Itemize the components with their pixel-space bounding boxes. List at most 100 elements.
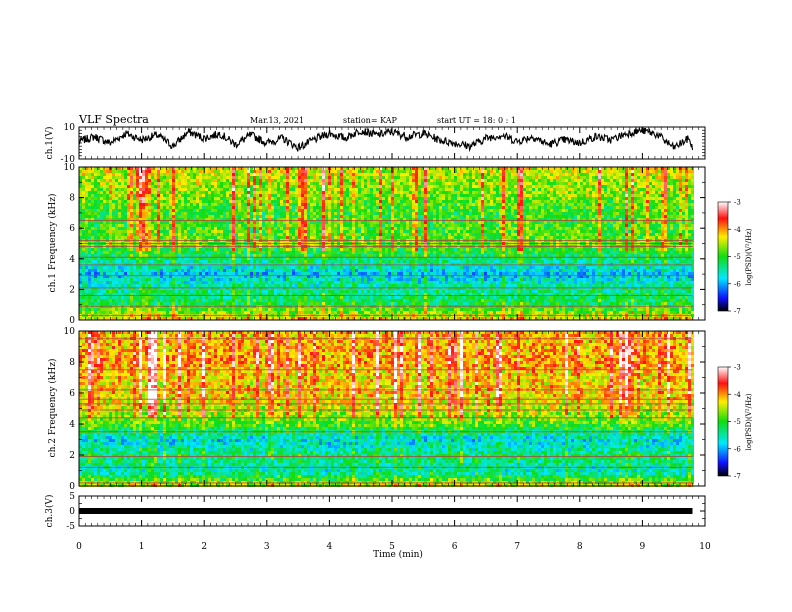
spectrogram-cell: [496, 209, 499, 212]
spectrogram-cell: [271, 206, 274, 209]
spectrogram-cell: [331, 197, 334, 200]
spectrogram-cell: [571, 200, 574, 203]
spectrogram-cell: [253, 209, 256, 212]
spectrogram-cell: [334, 176, 337, 179]
spectrogram-cell: [403, 212, 406, 215]
spectrogram-cell: [424, 227, 427, 230]
spectrogram-cell: [646, 200, 649, 203]
spectrogram-cell: [85, 209, 88, 212]
spectrogram-cell: [409, 173, 412, 176]
spectrogram-cell: [181, 230, 184, 233]
spectrogram-cell: [295, 200, 298, 203]
spectrogram-cell: [640, 194, 643, 197]
spectrogram-cell: [451, 167, 454, 170]
spectrogram-cell: [517, 179, 520, 182]
spectrogram-cell: [502, 185, 505, 188]
spectrogram-cell: [247, 218, 250, 221]
spectrogram-cell: [148, 236, 151, 239]
spectrogram-cell: [637, 209, 640, 212]
spectrogram-cell: [412, 191, 415, 194]
spectrogram-cell: [577, 170, 580, 173]
spectrogram-cell: [121, 167, 124, 170]
spectrogram-cell: [157, 230, 160, 233]
spectrogram-cell: [625, 191, 628, 194]
spectrogram-cell: [556, 203, 559, 206]
spectrogram-cell: [604, 179, 607, 182]
spectrogram-cell: [472, 236, 475, 239]
spectrogram-cell: [652, 176, 655, 179]
spectrogram-cell: [508, 230, 511, 233]
spectrogram-cell: [229, 200, 232, 203]
spectrogram-cell: [673, 188, 676, 191]
spectrogram-cell: [451, 194, 454, 197]
spectrogram-cell: [241, 215, 244, 218]
spectrogram-cell: [295, 182, 298, 185]
spectrogram-cell: [217, 167, 220, 170]
spectrogram-cell: [382, 236, 385, 239]
spectrogram-cell: [568, 179, 571, 182]
spectrogram-cell: [154, 194, 157, 197]
spectrogram-cell: [658, 218, 661, 221]
spectrogram-cell: [610, 197, 613, 200]
spectrogram-cell: [481, 191, 484, 194]
spectrogram-cell: [460, 206, 463, 209]
spectrogram-cell: [655, 203, 658, 206]
spectrogram-cell: [373, 185, 376, 188]
spectrogram-cell: [301, 203, 304, 206]
spectrogram-cell: [160, 224, 163, 227]
spectrogram-cell: [103, 197, 106, 200]
spectrogram-cell: [136, 218, 139, 221]
spectrogram-cell: [229, 212, 232, 215]
spectrogram-cell: [115, 170, 118, 173]
spectrogram-cell: [196, 218, 199, 221]
spectrogram-cell: [412, 197, 415, 200]
spectrogram-cell: [466, 194, 469, 197]
spectrogram-cell: [340, 233, 343, 236]
spectrogram-cell: [187, 224, 190, 227]
spectrogram-cell: [529, 176, 532, 179]
spectrogram-cell: [355, 182, 358, 185]
spectrogram-cell: [478, 206, 481, 209]
spectrogram-cell: [463, 170, 466, 173]
spectrogram-cell: [496, 224, 499, 227]
spectrogram-cell: [505, 233, 508, 236]
spectrogram-cell: [112, 233, 115, 236]
spectrogram-cell: [199, 191, 202, 194]
spectrogram-cell: [493, 209, 496, 212]
spectrogram-cell: [436, 197, 439, 200]
spectrogram-cell: [340, 176, 343, 179]
spectrogram-cell: [424, 191, 427, 194]
spectrogram-cell: [115, 221, 118, 224]
spectrogram-cell: [388, 188, 391, 191]
spectrogram-cell: [175, 215, 178, 218]
spectrogram-cell: [490, 203, 493, 206]
spectrogram-cell: [349, 176, 352, 179]
spectrogram-cell: [205, 188, 208, 191]
spectrogram-cell: [109, 215, 112, 218]
spectrogram-cell: [358, 218, 361, 221]
spectrogram-cell: [316, 233, 319, 236]
spectrogram-cell: [418, 188, 421, 191]
spectrogram-cell: [427, 224, 430, 227]
spectrogram-cell: [583, 191, 586, 194]
spectrogram-cell: [376, 191, 379, 194]
spectrogram-cell: [661, 176, 664, 179]
spectrogram-cell: [535, 230, 538, 233]
spectrogram-cell: [670, 167, 673, 170]
spectrogram-cell: [532, 227, 535, 230]
spectrogram-cell: [310, 185, 313, 188]
spectrogram-cell: [316, 236, 319, 239]
spectrogram-cell: [607, 200, 610, 203]
spectrogram-cell: [157, 188, 160, 191]
spectrogram-cell: [115, 209, 118, 212]
spectrogram-cell: [109, 188, 112, 191]
spectrogram-cell: [163, 224, 166, 227]
spectrogram-cell: [505, 167, 508, 170]
spectrogram-cell: [103, 179, 106, 182]
spectrogram-cell: [181, 191, 184, 194]
spectrogram-cell: [445, 176, 448, 179]
spectrogram-cell: [469, 185, 472, 188]
spectrogram-cell: [277, 212, 280, 215]
spectrogram-cell: [679, 218, 682, 221]
spectrogram-cell: [688, 206, 691, 209]
